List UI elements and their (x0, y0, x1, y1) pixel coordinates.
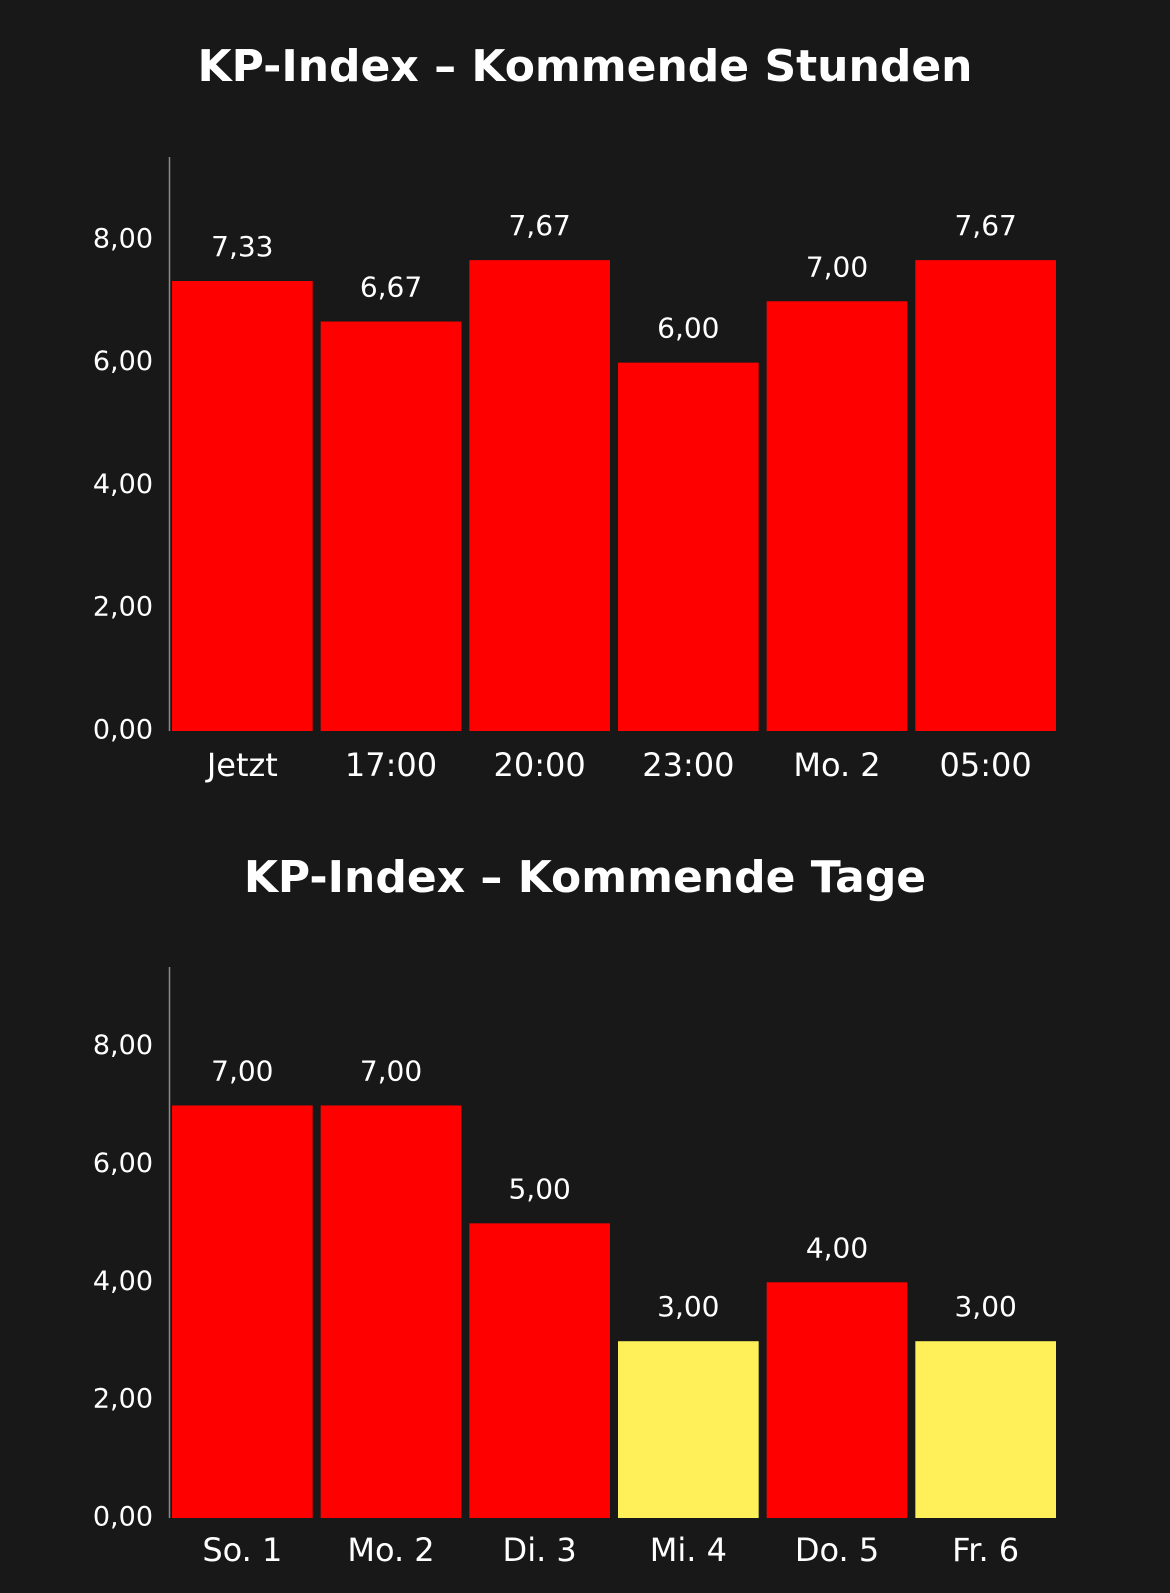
bar (320, 321, 462, 731)
y-tick-label: 6,00 (93, 1148, 153, 1179)
y-tick-label: 8,00 (93, 1030, 153, 1061)
bar (320, 1105, 462, 1518)
y-tick-label: 8,00 (93, 223, 153, 254)
bar (915, 260, 1056, 731)
y-tick-label: 2,00 (93, 1384, 153, 1415)
value-label: 6,67 (360, 271, 422, 304)
value-label: 4,00 (806, 1231, 868, 1264)
bar (618, 1341, 759, 1518)
chart-title: KP-Index – Kommende Stunden (198, 41, 973, 92)
y-tick-label: 0,00 (93, 715, 153, 746)
value-label: 5,00 (508, 1172, 570, 1205)
chart-title: KP-Index – Kommende Tage (244, 852, 926, 903)
y-tick-label: 0,00 (93, 1502, 153, 1533)
y-tick-label: 6,00 (93, 346, 153, 377)
x-tick-label: Mi. 4 (650, 1531, 727, 1569)
bar (915, 1341, 1056, 1518)
value-label: 7,33 (211, 230, 273, 263)
value-label: 3,00 (954, 1290, 1016, 1323)
value-label: 7,00 (806, 250, 868, 283)
value-label: 7,00 (360, 1054, 422, 1087)
bar (766, 1282, 908, 1518)
value-label: 3,00 (657, 1290, 719, 1323)
x-tick-label: 05:00 (940, 746, 1032, 784)
bar (469, 260, 610, 731)
bar (618, 362, 759, 731)
value-label: 7,67 (954, 209, 1016, 242)
x-tick-label: 20:00 (494, 746, 586, 784)
bar (172, 281, 313, 731)
y-tick-label: 4,00 (93, 1266, 153, 1297)
x-tick-label: Mo. 2 (347, 1531, 434, 1569)
x-tick-label: Jetzt (205, 746, 278, 784)
bar (469, 1223, 610, 1518)
value-label: 7,00 (211, 1054, 273, 1087)
x-tick-label: 23:00 (642, 746, 734, 784)
x-tick-label: Do. 5 (795, 1531, 879, 1569)
bar (766, 301, 908, 731)
x-tick-label: So. 1 (202, 1531, 282, 1569)
x-tick-label: 17:00 (345, 746, 437, 784)
y-tick-label: 4,00 (93, 469, 153, 500)
bar (172, 1105, 313, 1518)
x-tick-label: Mo. 2 (793, 746, 880, 784)
x-tick-label: Fr. 6 (952, 1531, 1019, 1569)
y-tick-label: 2,00 (93, 592, 153, 623)
x-tick-label: Di. 3 (503, 1531, 577, 1569)
value-label: 7,67 (508, 209, 570, 242)
value-label: 6,00 (657, 312, 719, 345)
